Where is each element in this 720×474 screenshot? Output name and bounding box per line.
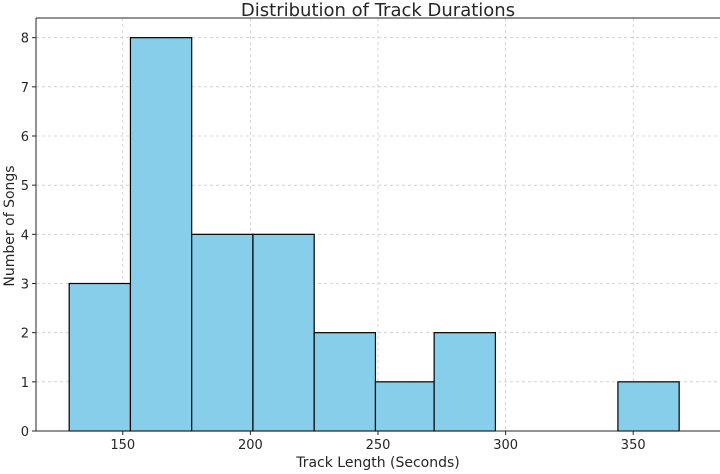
y-tick-label: 0 <box>21 425 29 440</box>
x-tick-label: 250 <box>366 438 391 453</box>
y-tick-label: 8 <box>21 32 29 47</box>
ticks: 0 1 2 3 4 5 6 7 8 150 200 250 300 350 <box>21 32 646 453</box>
x-tick-label: 200 <box>238 438 263 453</box>
histogram-bar <box>191 233 254 432</box>
x-tick-label: 150 <box>110 438 135 453</box>
x-tick-label: 350 <box>621 438 646 453</box>
histogram-bar <box>252 233 315 432</box>
histogram-bars <box>68 37 680 432</box>
y-tick-label: 1 <box>21 376 29 391</box>
y-tick-label: 5 <box>21 179 29 194</box>
y-tick-label: 6 <box>21 130 29 145</box>
y-axis-label: Number of Songs <box>2 165 18 286</box>
histogram-bar <box>433 332 497 432</box>
histogram-bar <box>129 37 193 432</box>
x-tick-label: 300 <box>493 438 518 453</box>
histogram-bar <box>68 282 132 432</box>
histogram-bar <box>374 381 435 432</box>
y-tick-label: 3 <box>21 278 29 293</box>
y-tick-label: 7 <box>21 81 29 96</box>
y-tick-label: 4 <box>21 228 29 243</box>
chart-title: Distribution of Track Durations <box>241 0 515 21</box>
y-tick-label: 2 <box>21 327 29 342</box>
x-axis-label: Track Length (Seconds) <box>295 455 460 471</box>
histogram-bar <box>617 381 680 432</box>
histogram-bar <box>313 332 377 432</box>
